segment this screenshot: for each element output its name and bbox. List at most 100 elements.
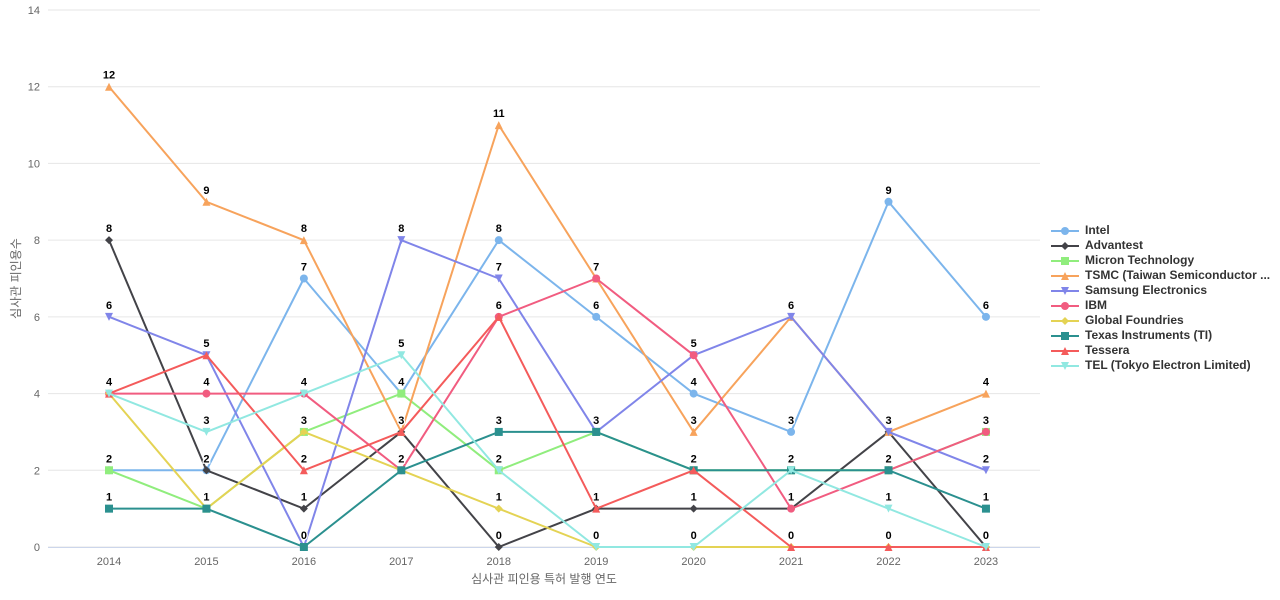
point-texas-instruments-ti-2017 xyxy=(397,466,406,475)
x-axis-title: 심사관 피인용 특허 발행 연도 xyxy=(471,571,617,586)
series-tel-tokyo-electron-limited xyxy=(105,351,990,551)
point-ibm-2023 xyxy=(981,427,990,436)
legend-label: Advantest xyxy=(1085,238,1144,252)
legend-label: TEL (Tokyo Electron Limited) xyxy=(1085,358,1251,372)
point-intel-2019 xyxy=(592,312,601,321)
data-label-2022-0: 0 xyxy=(885,530,891,542)
point-intel-2022 xyxy=(884,197,893,206)
data-label-2015-4: 4 xyxy=(203,377,210,389)
data-label-2023-4: 4 xyxy=(983,377,990,389)
data-label-2018-2: 2 xyxy=(496,453,502,465)
x-tick-labels: 2014 2015 2016 2017 2018 2019 2020 2021 2022 2023 xyxy=(97,556,998,568)
legend-item-tessera[interactable]: Tessera xyxy=(1050,343,1270,358)
data-label-2014-6: 6 xyxy=(106,300,112,312)
series-texas-instruments-ti xyxy=(105,427,990,551)
data-label-2018-3: 3 xyxy=(496,415,502,427)
point-intel-2021 xyxy=(787,427,796,436)
data-label-2023-3: 3 xyxy=(983,415,989,427)
point-tel-tokyo-electron-limited-2020 xyxy=(689,543,698,551)
series-tsmc-taiwan-semiconductor xyxy=(105,82,990,436)
point-tel-tokyo-electron-limited-2016 xyxy=(299,389,308,398)
series-line-texas-instruments-ti xyxy=(108,430,987,548)
data-label-2015-9: 9 xyxy=(203,185,209,197)
legend-label: Tessera xyxy=(1085,343,1130,357)
legend-item-intel[interactable]: Intel xyxy=(1050,223,1270,238)
data-label-2016-4: 4 xyxy=(301,377,308,389)
point-texas-instruments-ti-2019 xyxy=(592,427,601,436)
data-label-2017-3: 3 xyxy=(398,415,404,427)
data-label-2018-8: 8 xyxy=(496,223,502,235)
legend-marker-global-foundries xyxy=(1051,316,1079,325)
x-tick-label-2022: 2022 xyxy=(876,556,900,568)
legend-item-tsmc-taiwan-semiconductor[interactable]: TSMC (Taiwan Semiconductor ... xyxy=(1050,268,1270,283)
legend-item-advantest[interactable]: Advantest xyxy=(1050,238,1270,253)
point-samsung-electronics-2022 xyxy=(884,427,893,436)
legend-label: Samsung Electronics xyxy=(1085,283,1208,297)
legend-label: Intel xyxy=(1085,223,1110,237)
legend-label: Texas Instruments (TI) xyxy=(1085,328,1213,342)
data-label-2021-1: 1 xyxy=(788,492,794,504)
point-tel-tokyo-electron-limited-2018 xyxy=(494,466,503,475)
data-label-2015-2: 2 xyxy=(203,453,209,465)
point-ibm-2019 xyxy=(592,274,601,283)
data-label-2016-8: 8 xyxy=(301,223,307,235)
point-global-foundries-2018 xyxy=(494,504,503,513)
point-micron-technology-2014 xyxy=(105,466,113,475)
legend-marker-tessera xyxy=(1051,346,1079,355)
data-label-2018-1: 1 xyxy=(496,492,502,504)
legend-item-tel-tokyo-electron-limited[interactable]: TEL (Tokyo Electron Limited) xyxy=(1050,358,1270,373)
data-label-2019-3: 3 xyxy=(593,415,599,427)
legend-item-samsung-electronics[interactable]: Samsung Electronics xyxy=(1050,283,1270,298)
data-label-2017-2: 2 xyxy=(398,453,404,465)
y-axis-title: 심사관 피인용수 xyxy=(9,238,23,319)
chart-legend: Intel Advantest Micron Technology TSMC (Tai… xyxy=(1050,223,1270,373)
legend-item-global-foundries[interactable]: Global Foundries xyxy=(1050,313,1270,328)
point-tel-tokyo-electron-limited-2022 xyxy=(884,504,893,513)
legend-item-ibm[interactable]: IBM xyxy=(1050,298,1270,313)
point-tsmc-taiwan-semiconductor-2014 xyxy=(105,82,113,91)
point-tessera-2017 xyxy=(397,427,406,436)
point-global-foundries-2016 xyxy=(299,427,308,436)
data-label-2021-0: 0 xyxy=(788,530,794,542)
point-ibm-2020 xyxy=(689,351,698,360)
data-label-2014-2: 2 xyxy=(106,453,112,465)
point-tel-tokyo-electron-limited-2019 xyxy=(592,543,601,551)
data-label-2022-3: 3 xyxy=(885,415,891,427)
point-tessera-2016 xyxy=(299,466,308,475)
data-label-2017-4: 4 xyxy=(398,377,405,389)
legend-item-micron-technology[interactable]: Micron Technology xyxy=(1050,253,1270,268)
point-tessera-2019 xyxy=(592,504,601,513)
data-label-2015-5: 5 xyxy=(203,338,209,350)
point-tel-tokyo-electron-limited-2014 xyxy=(105,389,113,398)
x-tick-label-2023: 2023 xyxy=(974,556,998,568)
y-tick-label-14: 14 xyxy=(28,5,40,17)
data-label-2022-9: 9 xyxy=(885,185,891,197)
data-label-2021-3: 3 xyxy=(788,415,794,427)
data-label-2018-0: 0 xyxy=(496,530,502,542)
y-tick-label-12: 12 xyxy=(28,82,40,94)
x-tick-label-2017: 2017 xyxy=(389,556,413,568)
legend-item-texas-instruments-ti[interactable]: Texas Instruments (TI) xyxy=(1050,328,1270,343)
point-advantest-2020 xyxy=(689,504,698,513)
data-label-2016-3: 3 xyxy=(301,415,307,427)
point-tsmc-taiwan-semiconductor-2023 xyxy=(981,389,990,398)
point-tessera-2018 xyxy=(494,312,503,321)
point-advantest-2018 xyxy=(494,543,503,551)
data-label-2014-8: 8 xyxy=(106,223,112,235)
legend-marker-tsmc-taiwan-semiconductor xyxy=(1051,271,1079,280)
point-texas-instruments-ti-2023 xyxy=(981,504,990,513)
point-intel-2023 xyxy=(981,312,990,321)
legend-marker-tel-tokyo-electron-limited xyxy=(1051,361,1079,370)
x-tick-label-2014: 2014 xyxy=(97,556,121,568)
series-line-tsmc-taiwan-semiconductor xyxy=(108,85,987,433)
point-tel-tokyo-electron-limited-2017 xyxy=(397,351,406,360)
point-texas-instruments-ti-2018 xyxy=(494,427,503,436)
point-tsmc-taiwan-semiconductor-2018 xyxy=(494,121,503,130)
point-intel-2018 xyxy=(494,236,503,245)
data-label-2019-0: 0 xyxy=(593,530,599,542)
point-advantest-2016 xyxy=(299,504,308,513)
data-label-2020-4: 4 xyxy=(691,377,698,389)
y-tick-label-4: 4 xyxy=(34,389,40,401)
